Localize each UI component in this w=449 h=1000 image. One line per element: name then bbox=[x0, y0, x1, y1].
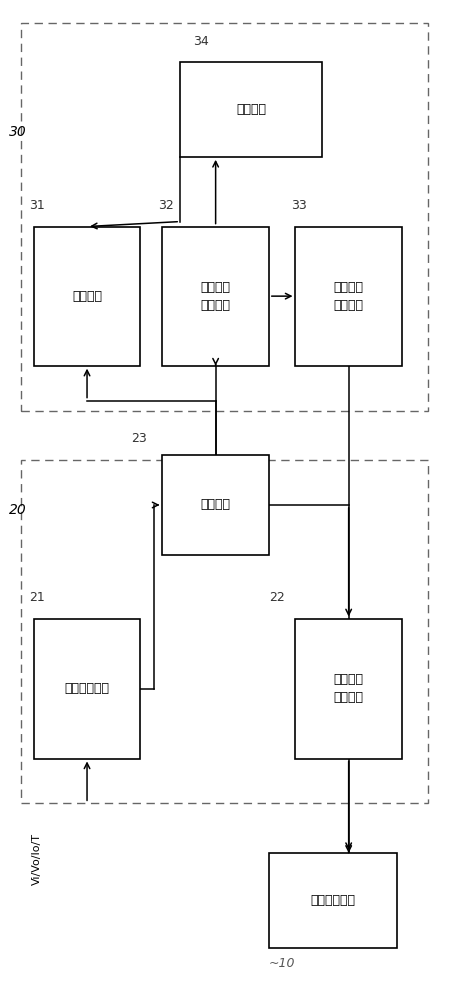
Text: Vi/Vo/Io/T: Vi/Vo/Io/T bbox=[31, 833, 42, 885]
Bar bbox=[34, 227, 140, 366]
Text: 电源供应模块: 电源供应模块 bbox=[311, 894, 356, 907]
Bar bbox=[163, 455, 269, 555]
Text: 30: 30 bbox=[9, 125, 27, 139]
Bar bbox=[180, 62, 322, 157]
Text: 信息存储
控制单元: 信息存储 控制单元 bbox=[201, 281, 231, 312]
Text: 22: 22 bbox=[269, 591, 285, 604]
Text: 输出电压
调整单元: 输出电压 调整单元 bbox=[334, 281, 364, 312]
Text: 21: 21 bbox=[29, 591, 45, 604]
Text: 触发单元: 触发单元 bbox=[72, 290, 102, 303]
Text: 31: 31 bbox=[29, 199, 45, 212]
Text: 判断单元: 判断单元 bbox=[201, 498, 231, 511]
Text: ~10: ~10 bbox=[269, 957, 295, 970]
Bar bbox=[21, 23, 428, 410]
Text: 34: 34 bbox=[194, 35, 209, 48]
Text: 20: 20 bbox=[9, 503, 27, 517]
Text: 33: 33 bbox=[291, 199, 307, 212]
Bar bbox=[163, 227, 269, 366]
Bar bbox=[295, 619, 402, 759]
Bar bbox=[269, 853, 397, 948]
Text: 信息检测单元: 信息检测单元 bbox=[65, 682, 110, 695]
Text: 人机接口: 人机接口 bbox=[236, 103, 266, 116]
Text: 23: 23 bbox=[132, 432, 147, 445]
Text: 32: 32 bbox=[158, 199, 174, 212]
Text: 输出电压
调升单元: 输出电压 调升单元 bbox=[334, 673, 364, 704]
Bar bbox=[295, 227, 402, 366]
Bar bbox=[34, 619, 140, 759]
Bar bbox=[21, 460, 428, 803]
